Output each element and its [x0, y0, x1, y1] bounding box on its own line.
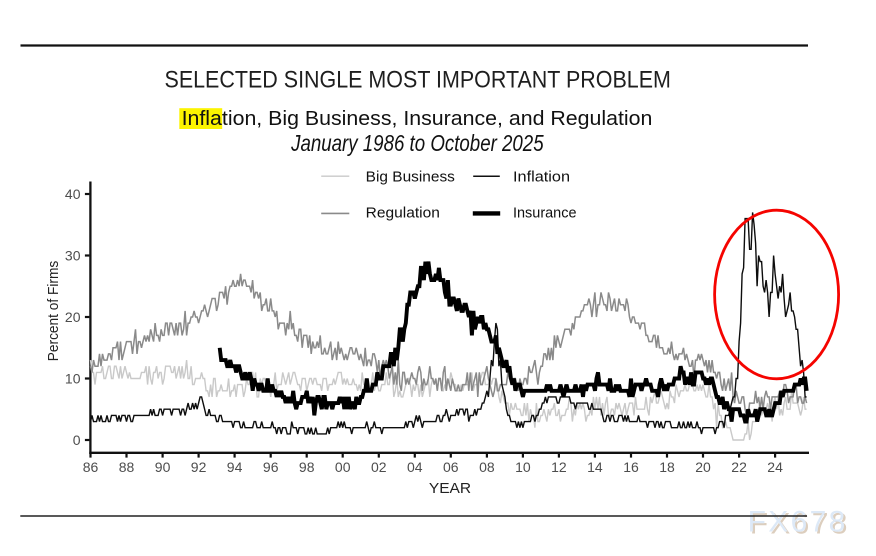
svg-text:Percent of Firms: Percent of Firms — [45, 261, 62, 362]
svg-text:0: 0 — [73, 432, 81, 448]
svg-text:08: 08 — [479, 459, 495, 475]
svg-text:SELECTED SINGLE MOST IMPORTANT: SELECTED SINGLE MOST IMPORTANT PROBLEM — [165, 67, 671, 93]
svg-text:30: 30 — [65, 247, 81, 263]
svg-text:00: 00 — [335, 459, 351, 475]
svg-text:92: 92 — [191, 459, 207, 475]
svg-text:January 1986 to October 2025: January 1986 to October 2025 — [290, 130, 543, 156]
svg-text:04: 04 — [407, 459, 423, 475]
svg-text:24: 24 — [767, 459, 783, 475]
svg-text:Regulation: Regulation — [366, 205, 440, 221]
svg-text:02: 02 — [371, 459, 387, 475]
svg-text:20: 20 — [695, 459, 711, 475]
svg-text:18: 18 — [659, 459, 675, 475]
svg-text:FX678: FX678 — [748, 506, 846, 539]
svg-text:06: 06 — [443, 459, 459, 475]
svg-text:FX678: FX678 — [750, 508, 848, 541]
svg-text:12: 12 — [551, 459, 567, 475]
svg-text:94: 94 — [227, 459, 243, 475]
svg-text:Big Business: Big Business — [366, 170, 455, 186]
svg-text:16: 16 — [623, 459, 639, 475]
svg-text:86: 86 — [83, 459, 99, 475]
svg-text:20: 20 — [65, 309, 81, 325]
svg-text:10: 10 — [65, 370, 81, 386]
svg-text:YEAR: YEAR — [429, 480, 471, 497]
svg-text:98: 98 — [299, 459, 315, 475]
svg-text:88: 88 — [119, 459, 135, 475]
svg-text:14: 14 — [587, 459, 603, 475]
svg-text:Insurance: Insurance — [513, 205, 577, 221]
svg-text:90: 90 — [155, 459, 171, 475]
svg-text:40: 40 — [65, 186, 81, 202]
svg-text:Inflation: Inflation — [513, 170, 570, 186]
svg-text:Inflation, Big Business, Insur: Inflation, Big Business, Insurance, and … — [182, 108, 653, 130]
svg-text:10: 10 — [515, 459, 531, 475]
svg-text:22: 22 — [731, 459, 747, 475]
svg-text:96: 96 — [263, 459, 279, 475]
